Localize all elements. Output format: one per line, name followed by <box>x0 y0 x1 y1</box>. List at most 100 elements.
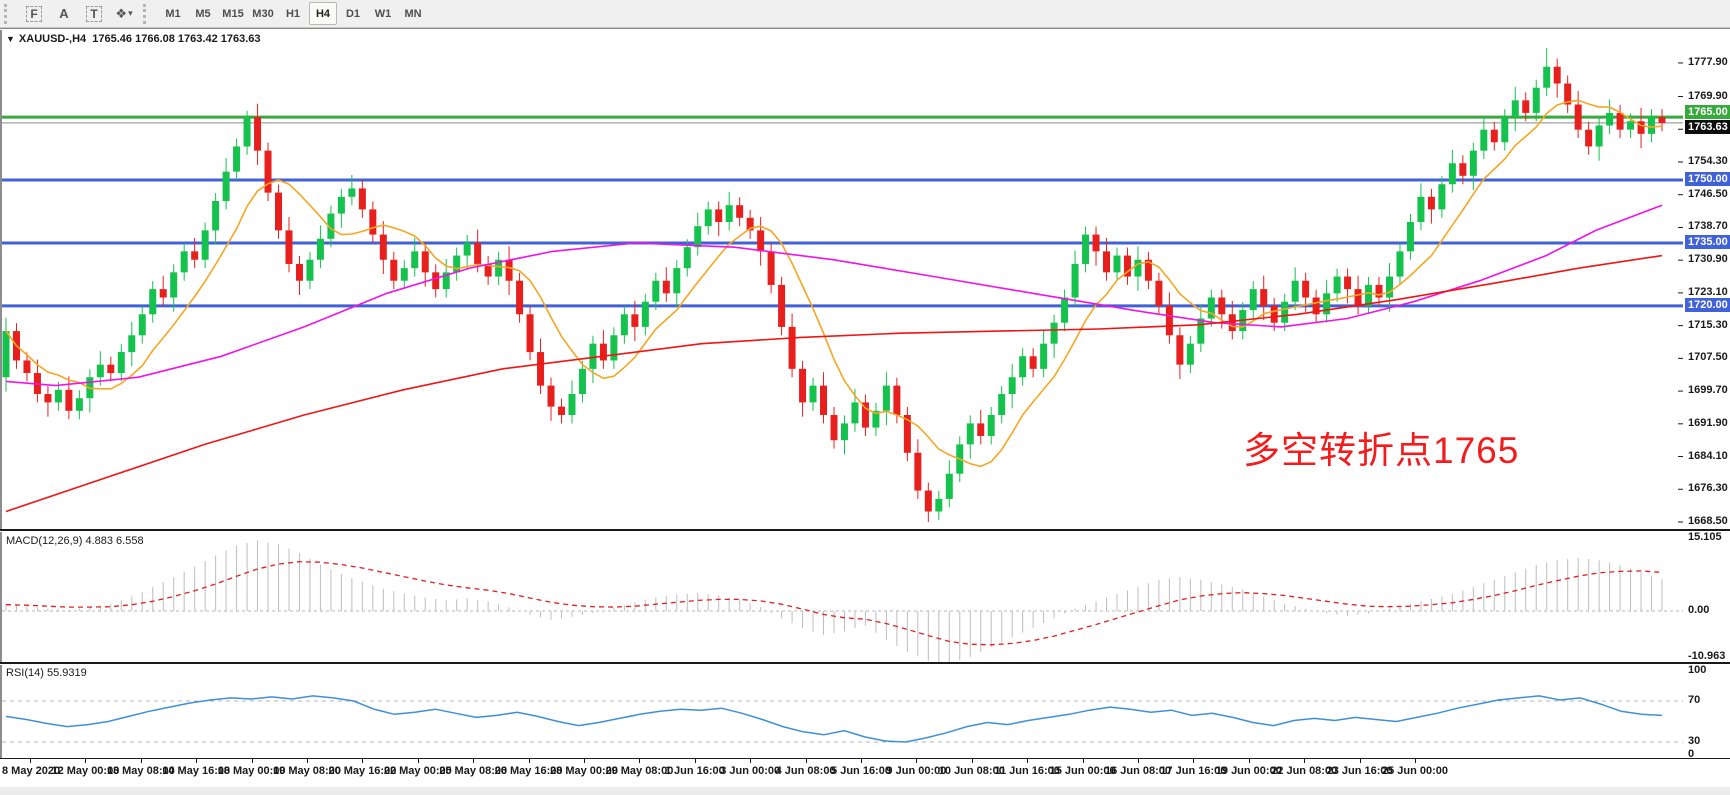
rsi-tick-label: 100 <box>1688 664 1707 676</box>
chart-annotation-text: 多空转折点1765 <box>1243 430 1520 471</box>
time-tick-mark <box>1027 759 1029 763</box>
time-tick-label: 29 May 08:00 <box>605 765 674 777</box>
price-tick-label: 1691.90 <box>1688 416 1728 429</box>
macd-indicator-label: MACD(12,26,9) 4.883 6.558 <box>6 535 144 547</box>
timeframe-button-m30[interactable]: M30 <box>252 7 274 20</box>
time-tick-label: 15 Jun 00:00 <box>1049 765 1116 777</box>
time-tick-label: 18 May 00:00 <box>217 765 286 777</box>
time-tick-mark <box>1415 759 1416 763</box>
shapes-dropdown-icon[interactable]: ❖ ▾ <box>115 5 133 21</box>
time-tick-mark <box>417 759 419 763</box>
timeframe-button-mn[interactable]: MN <box>404 7 422 20</box>
time-tick-mark <box>140 759 142 763</box>
price-tick-label: 1769.90 <box>1688 89 1728 102</box>
cursor-a-icon[interactable]: A <box>59 6 69 21</box>
time-tick-label: 8 May 2020 <box>2 765 61 777</box>
price-tick-label: 1715.30 <box>1688 318 1728 331</box>
price-level-badge: 1720.00 <box>1685 297 1730 312</box>
symbol-label: XAUUSD-,H4 <box>18 33 87 45</box>
timeframe-toolbar-handle[interactable] <box>143 3 154 24</box>
price-tick-label: 1723.10 <box>1688 285 1728 298</box>
price-tick-label: 1730.90 <box>1688 253 1728 266</box>
ohlc-values: 1765.46 1766.08 1763.42 1763.63 <box>92 33 261 45</box>
time-tick-label: 25 Jun 00:00 <box>1381 765 1449 777</box>
price-tick-label: 1777.90 <box>1688 55 1728 68</box>
time-tick-mark <box>1304 759 1306 763</box>
panel-separator <box>0 529 1730 531</box>
time-tick-label: 22 May 00:00 <box>383 765 452 777</box>
price-tick-label: 1684.10 <box>1688 449 1728 462</box>
time-tick-label: 14 May 16:00 <box>162 765 231 777</box>
macd-tick-label: 0.00 <box>1688 604 1710 616</box>
time-tick-label: 22 Jun 08:00 <box>1271 765 1338 777</box>
time-tick-label: 23 Jun 16:00 <box>1326 765 1393 777</box>
time-tick-mark <box>1193 759 1195 763</box>
time-tick-mark <box>307 759 308 763</box>
time-tick-label: 26 May 16:00 <box>494 765 563 777</box>
time-tick-label: 19 Jun 00:00 <box>1215 765 1282 777</box>
symbol-title[interactable]: ▼ XAUUSD-,H4 1765.46 1766.08 1763.42 1763… <box>6 33 261 45</box>
timeframe-button-h1[interactable]: H1 <box>285 7 301 20</box>
time-tick-mark <box>916 759 918 763</box>
time-tick-mark <box>362 759 364 763</box>
time-tick-mark <box>30 759 31 763</box>
time-tick-label: 3 Jun 00:00 <box>720 765 781 777</box>
timeframe-button-h4[interactable]: H4 <box>309 2 337 25</box>
time-tick-mark <box>750 759 752 763</box>
time-tick-mark <box>694 759 696 763</box>
time-tick-label: 9 Jun 00:00 <box>886 765 947 777</box>
chart-window <box>0 28 1730 789</box>
grid-template-icon[interactable]: F <box>22 4 46 24</box>
price-tick-label: 1707.50 <box>1688 351 1728 364</box>
current-price-badge: 1763.63 <box>1685 119 1730 134</box>
time-tick-label: 25 May 08:00 <box>439 765 508 777</box>
time-tick-label: 13 May 08:00 <box>106 765 175 777</box>
time-tick-mark <box>971 759 973 763</box>
price-level-badge: 1765.00 <box>1685 105 1730 120</box>
price-tick-label: 1754.30 <box>1688 154 1728 167</box>
price-tick-label: 1699.70 <box>1688 384 1728 397</box>
time-tick-mark <box>85 759 87 763</box>
rsi-panel[interactable] <box>0 665 1683 759</box>
time-tick-mark <box>1082 759 1084 763</box>
toolbar: F A T ❖ ▾ M1 M5 M15 M30 H1 H4 D1 W1 MN <box>0 0 1730 28</box>
time-tick-label: 17 Jun 16:00 <box>1160 765 1227 777</box>
time-tick-mark <box>1248 759 1250 763</box>
time-tick-mark <box>861 759 862 763</box>
time-tick-label: 11 Jun 16:00 <box>994 765 1060 777</box>
time-tick-mark <box>528 759 530 763</box>
timeframe-button-m5[interactable]: M5 <box>195 7 211 20</box>
time-tick-mark <box>584 759 585 763</box>
time-tick-label: 1 Jun 16:00 <box>664 765 725 777</box>
time-tick-label: 28 May 00:00 <box>550 765 618 777</box>
price-tick-label: 1668.50 <box>1688 515 1728 527</box>
time-tick-label: 19 May 08:00 <box>273 765 341 777</box>
collapse-icon[interactable]: ▼ <box>6 34 15 44</box>
rsi-indicator-label: RSI(14) 55.9319 <box>6 667 87 679</box>
rsi-tick-label: 30 <box>1688 735 1701 747</box>
timeframe-button-w1[interactable]: W1 <box>374 7 392 20</box>
price-level-badge: 1735.00 <box>1685 234 1730 249</box>
timeframe-button-d1[interactable]: D1 <box>345 7 361 20</box>
toolbar-drag-handle[interactable] <box>4 3 15 24</box>
price-tick-label: 1746.50 <box>1688 187 1728 200</box>
candlestick-chart[interactable] <box>0 30 1683 530</box>
time-tick-mark <box>1359 759 1361 763</box>
price-level-badge: 1750.00 <box>1685 172 1730 187</box>
timeframe-button-m15[interactable]: M15 <box>222 7 244 20</box>
timeframe-button-m1[interactable]: M1 <box>165 7 181 20</box>
time-tick-mark <box>639 759 641 763</box>
price-tick-label: 1738.70 <box>1688 220 1728 233</box>
macd-tick-label: 15.105 <box>1688 531 1722 544</box>
window-bottom-strip <box>0 787 1730 795</box>
time-tick-label: 16 Jun 08:00 <box>1104 765 1172 777</box>
time-tick-label: 20 May 16:00 <box>328 765 397 777</box>
macd-tick-label: -10.963 <box>1688 650 1726 662</box>
rsi-tick-label: 70 <box>1688 694 1701 706</box>
time-tick-label: 12 May 00:00 <box>51 765 120 777</box>
macd-panel[interactable] <box>0 532 1683 663</box>
text-tool-icon[interactable]: T <box>82 4 106 24</box>
time-axis-line <box>0 758 1730 759</box>
time-tick-mark <box>251 759 253 763</box>
